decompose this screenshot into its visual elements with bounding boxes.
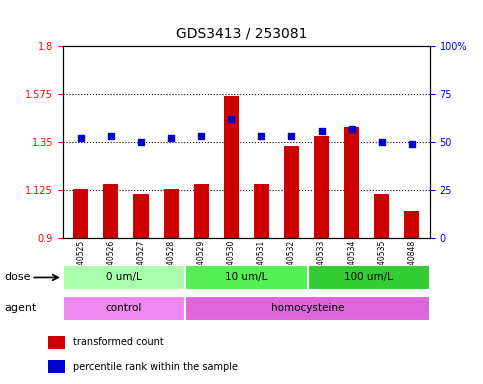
Point [318, 127, 326, 134]
Text: 0 um/L: 0 um/L [106, 272, 142, 283]
FancyBboxPatch shape [185, 265, 308, 290]
Bar [103, 184, 118, 238]
Bar [284, 146, 299, 238]
Point [348, 126, 355, 132]
Text: 100 um/L: 100 um/L [344, 272, 393, 283]
Bar [254, 184, 269, 238]
Bar [374, 194, 389, 238]
Point [167, 135, 175, 141]
FancyBboxPatch shape [63, 265, 185, 290]
FancyBboxPatch shape [63, 296, 185, 321]
FancyBboxPatch shape [308, 265, 430, 290]
Point [107, 133, 115, 139]
Text: 10 um/L: 10 um/L [225, 272, 268, 283]
Bar [314, 136, 329, 238]
Point [137, 139, 145, 145]
Text: homocysteine: homocysteine [271, 303, 344, 313]
Text: transformed count: transformed count [73, 337, 164, 348]
Bar [194, 184, 209, 238]
Point [77, 135, 85, 141]
Bar [133, 194, 149, 238]
Text: percentile rank within the sample: percentile rank within the sample [73, 361, 238, 372]
Point [257, 133, 265, 139]
Text: control: control [106, 303, 142, 313]
Point [408, 141, 416, 147]
Point [227, 116, 235, 122]
Point [378, 139, 385, 145]
Point [287, 133, 295, 139]
Bar [344, 127, 359, 238]
Bar [164, 189, 179, 238]
Bar [48, 336, 65, 349]
Text: GDS3413 / 253081: GDS3413 / 253081 [176, 27, 307, 41]
Text: dose: dose [5, 272, 31, 282]
Bar [224, 96, 239, 238]
FancyBboxPatch shape [185, 296, 430, 321]
Point [198, 133, 205, 139]
Bar [48, 360, 65, 373]
Bar [73, 189, 88, 238]
Bar [404, 212, 419, 238]
Text: agent: agent [5, 303, 37, 313]
